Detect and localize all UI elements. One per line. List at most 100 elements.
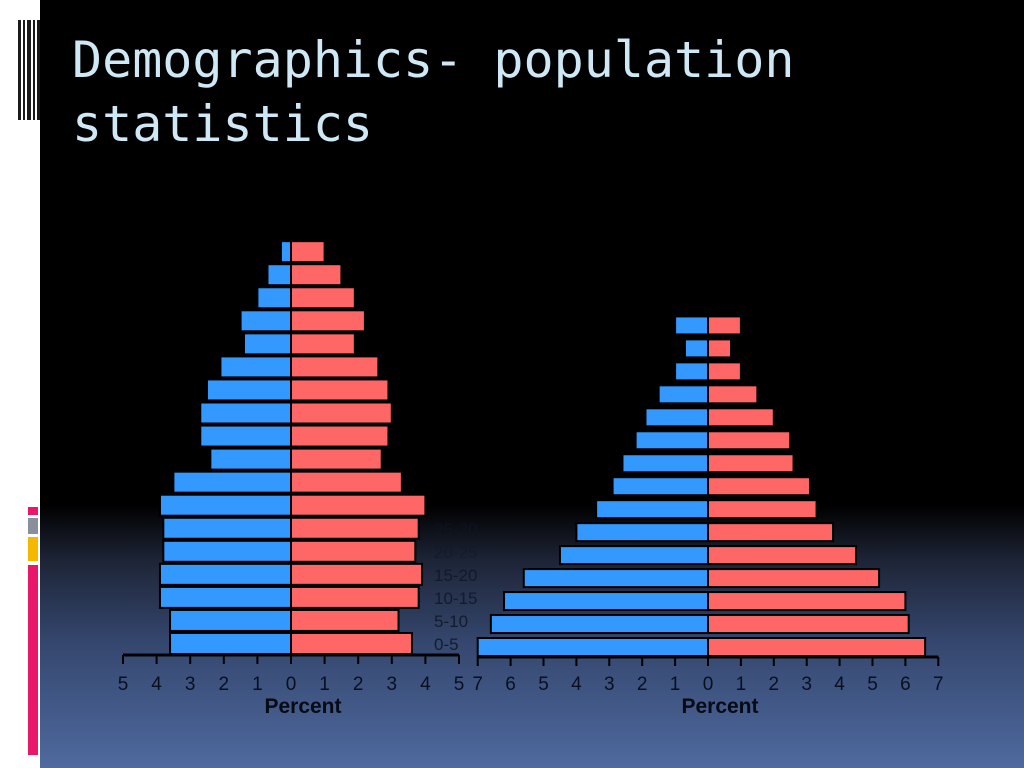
pyramid2-male-bar [522, 568, 710, 589]
pyramid2-female-bar [707, 637, 927, 657]
pyramid2-male-bar [476, 637, 710, 657]
pyramid2-male-bar [683, 338, 709, 359]
pyramid2-male-bar [611, 476, 710, 497]
age-group-label: 20-25 [434, 543, 477, 562]
pyramid1-male-bar [209, 447, 292, 471]
pyramid2-tick-label: 4 [571, 674, 582, 695]
pyramid1-tick-label: 4 [151, 674, 162, 695]
slide-title: Demographics- population statistics [72, 28, 972, 156]
pyramid1-male-bar [266, 263, 293, 287]
pyramid1-female-bar [290, 263, 343, 287]
pyramid1-female-bar [290, 539, 417, 563]
pyramid2-male-bar [674, 315, 709, 336]
pyramid1-axis-title: Percent [264, 695, 341, 718]
pyramid1-female-bar [290, 562, 424, 586]
pyramid1-male-bar [162, 539, 293, 563]
pyramid2-male-bar [621, 453, 710, 474]
pyramid1-tick-label: 1 [252, 674, 263, 695]
pyramid2-female-bar [707, 453, 795, 474]
pyramid2-female-bar [707, 545, 858, 566]
pyramid1-female-bar [290, 585, 420, 609]
pyramid1-male-bar [219, 355, 292, 379]
pyramid2-tick-label: 5 [538, 674, 549, 695]
pyramid2-female-bar [707, 361, 742, 382]
pyramid1-male-bar [199, 424, 292, 448]
age-group-label: 5-10 [434, 612, 468, 631]
pyramid2-female-bar [707, 407, 775, 428]
pyramid2-tick-label: 2 [769, 674, 780, 695]
pyramid1-tick-label: 5 [454, 674, 465, 695]
pyramid1-male-bar [239, 309, 293, 333]
slide-title-line2: statistics [72, 95, 374, 153]
pyramid1-male-bar [158, 585, 292, 609]
pyramid1-female-bar [290, 401, 393, 425]
pyramid1-tick-label: 4 [420, 674, 431, 695]
pyramid2-female-bar [707, 591, 907, 612]
pyramid2-male-bar [575, 522, 710, 543]
pyramid1-female-bar [290, 470, 403, 494]
pyramid2-female-bar [707, 384, 759, 405]
age-group-label: 0-5 [434, 635, 459, 654]
pyramid2-tick-label: 2 [637, 674, 648, 695]
pyramid1-tick-label: 1 [319, 674, 330, 695]
pyramid1-male-bar [158, 493, 292, 517]
accent-bar-magenta [28, 565, 38, 755]
pyramid2-tick-label: 6 [900, 674, 911, 695]
pyramid1-male-bar [169, 608, 292, 632]
pyramid1-male-bar [169, 632, 292, 655]
age-group-label: 15-20 [434, 566, 477, 585]
pyramid1-female-bar [290, 424, 390, 448]
pyramid1-male-bar [206, 378, 292, 402]
pyramid1-female-bar [290, 447, 383, 471]
pyramid1-tick-label: 3 [387, 674, 398, 695]
pyramid2-female-bar [707, 430, 792, 451]
accent-bar-gray [28, 518, 38, 534]
pyramid1-tick-label: 3 [185, 674, 196, 695]
pyramid2-male-bar [674, 361, 709, 382]
pyramid1-tick-label: 2 [219, 674, 230, 695]
pyramid1-male-bar [172, 470, 292, 494]
pyramid2-tick-label: 0 [703, 674, 714, 695]
pyramid2-male-bar [657, 384, 710, 405]
pyramid1-male-bar [158, 562, 292, 586]
pyramid2-male-bar [634, 430, 709, 451]
slide-title-line1: Demographics- population [72, 31, 795, 89]
pyramid2-tick-label: 3 [604, 674, 615, 695]
pyramid2-tick-label: 7 [933, 674, 944, 695]
pyramid1-male-bar [199, 401, 292, 425]
pyramid2-axis-title: Percent [681, 695, 758, 718]
pyramid1-female-bar [290, 286, 356, 310]
pyramid1-female-bar [290, 493, 427, 517]
barcode-icon [18, 20, 40, 120]
pyramid2-male-bar [489, 614, 709, 635]
pyramid2-male-bar [503, 591, 709, 612]
accent-bar-pink [28, 507, 38, 515]
pyramid2-male-bar [644, 407, 709, 428]
age-group-label: 10-15 [434, 589, 477, 608]
pyramid2-female-bar [707, 315, 742, 336]
pyramid2-female-bar [707, 568, 881, 589]
age-group-label: 25-30 [434, 520, 477, 539]
pyramid1-female-bar [290, 608, 400, 632]
pyramid2-male-bar [595, 499, 710, 520]
pyramid2-tick-label: 6 [505, 674, 516, 695]
pyramid2-tick-label: 1 [670, 674, 681, 695]
pyramid1-female-bar [290, 309, 366, 333]
pyramid1-female-bar [290, 378, 390, 402]
pyramid1-male-bar [162, 516, 293, 540]
pyramid1-female-bar [290, 516, 420, 540]
pyramid2-female-bar [707, 476, 811, 497]
pyramid1-male-bar [256, 286, 292, 310]
accent-bar-yellow [28, 537, 38, 561]
pyramid2-female-bar [707, 499, 818, 520]
pyramid1-male-bar [242, 332, 293, 356]
pyramid2-tick-label: 1 [736, 674, 747, 695]
pyramid2-tick-label: 7 [472, 674, 483, 695]
pyramid2-female-bar [707, 338, 733, 359]
pyramid2-female-bar [707, 614, 910, 635]
pyramid1-tick-label: 2 [353, 674, 364, 695]
pyramid1-female-bar [290, 332, 356, 356]
pyramid1-tick-label: 0 [286, 674, 297, 695]
pyramid2-tick-label: 4 [834, 674, 845, 695]
